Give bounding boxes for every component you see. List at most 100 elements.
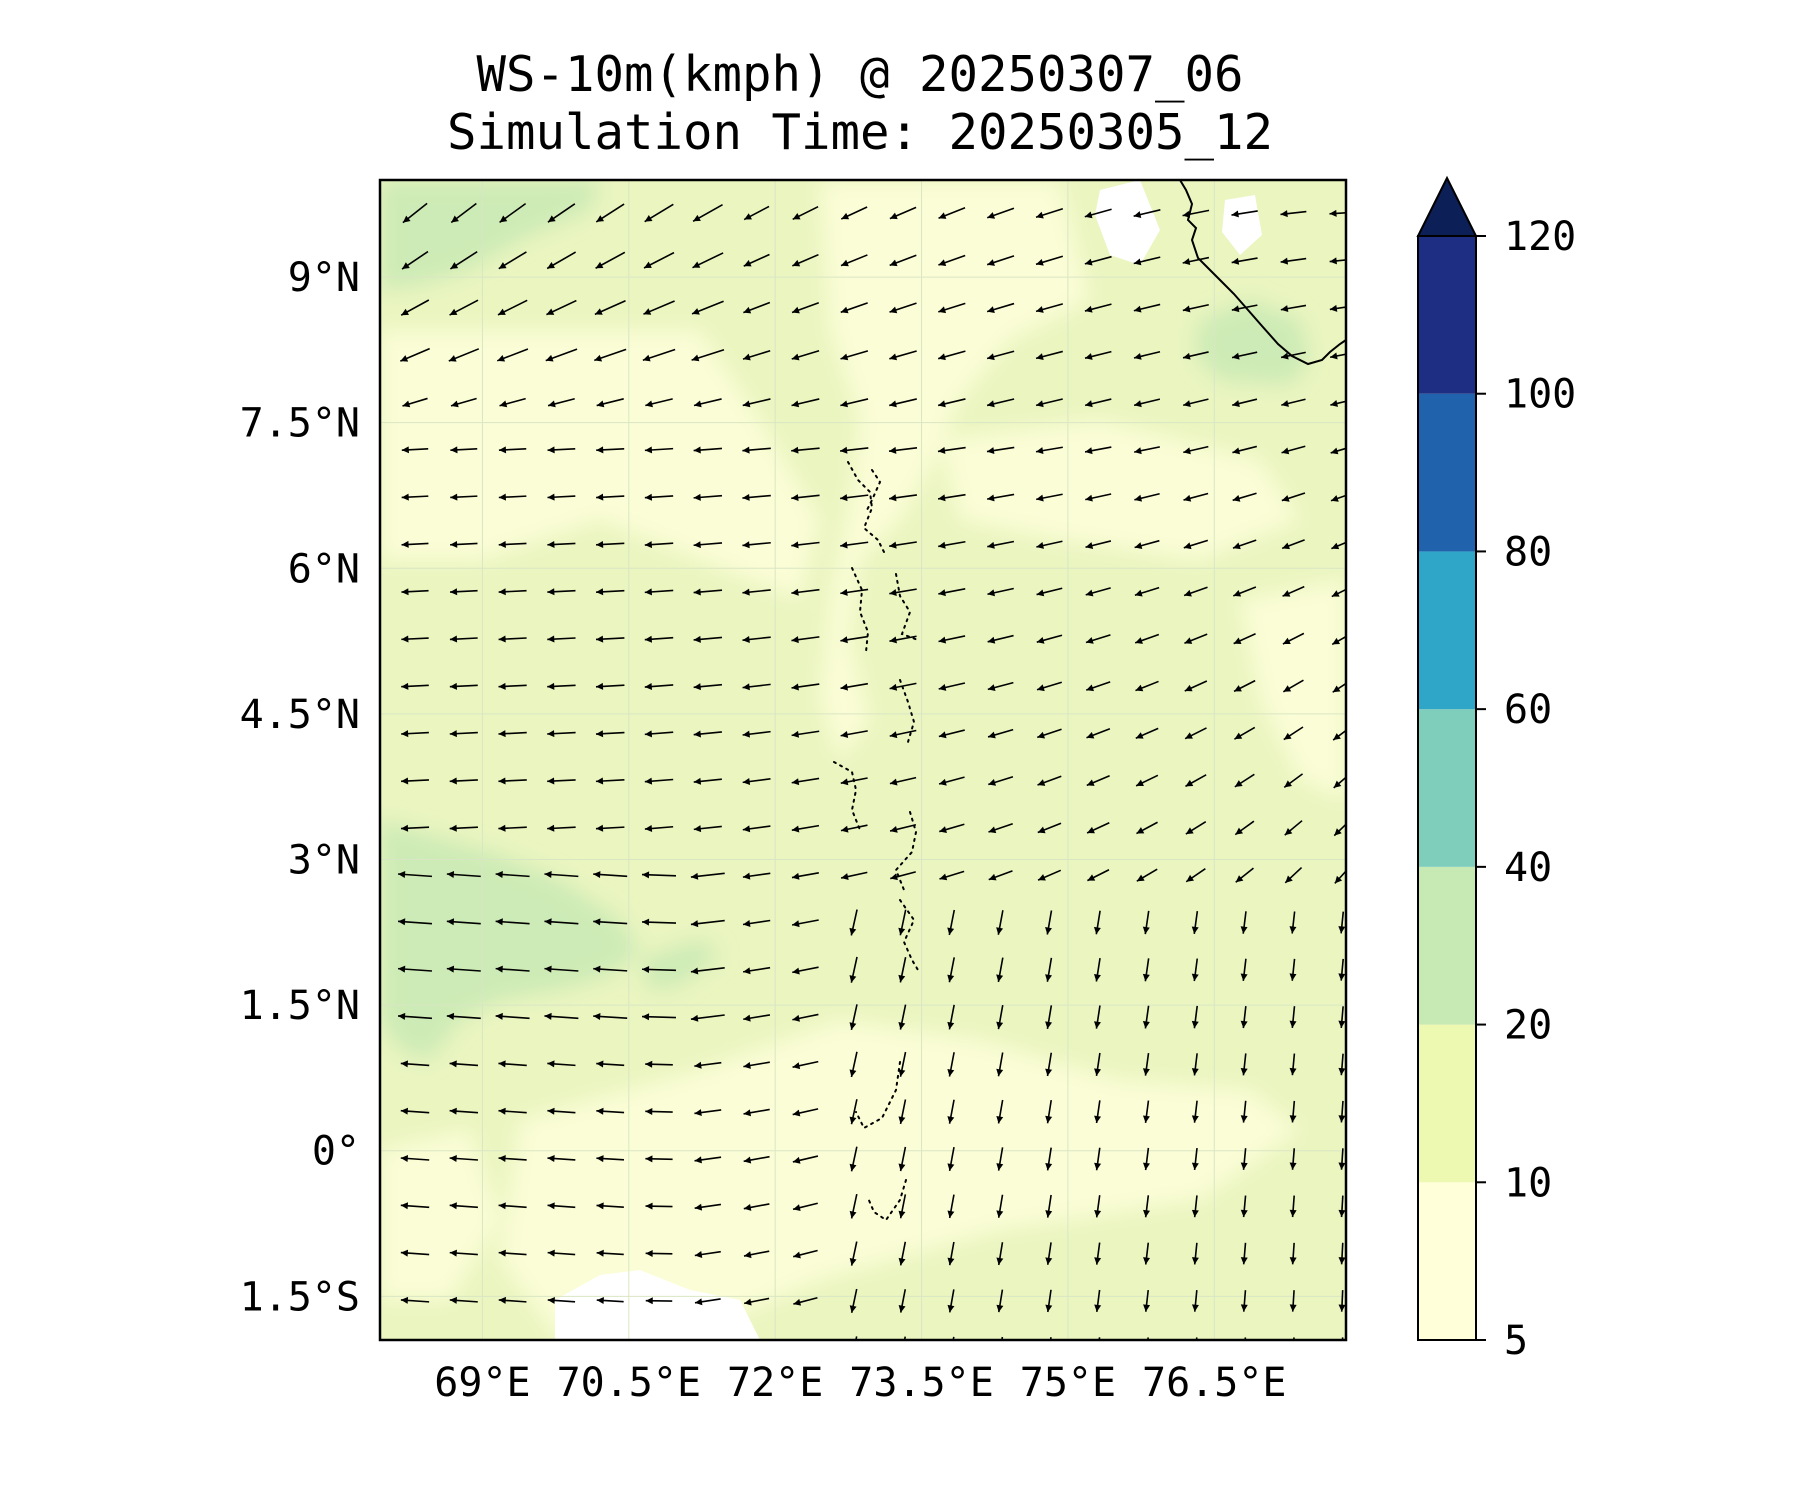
wind-arrow bbox=[1240, 1195, 1248, 1218]
wind-arrow bbox=[1035, 398, 1063, 408]
breezy-region-south-west-2 bbox=[640, 940, 720, 990]
wind-arrow bbox=[401, 1344, 429, 1351]
wind-arrow bbox=[449, 1296, 478, 1304]
wind-arrow bbox=[450, 493, 478, 501]
wind-arrow bbox=[400, 1202, 430, 1210]
wind-arrow bbox=[1142, 1053, 1150, 1076]
wind-arrow bbox=[889, 588, 917, 596]
colorbar-segment bbox=[1418, 236, 1476, 394]
wind-arrow bbox=[1182, 209, 1210, 218]
wind-arrow bbox=[693, 398, 722, 408]
wind-arrow bbox=[1330, 447, 1346, 455]
wind-arrow bbox=[889, 635, 917, 644]
wind-vector-field bbox=[397, 202, 1346, 1353]
wind-arrow bbox=[1234, 820, 1255, 836]
wind-arrow bbox=[644, 541, 674, 549]
wind-arrow bbox=[596, 1249, 624, 1257]
wind-arrow bbox=[1086, 775, 1110, 787]
wind-arrow bbox=[645, 1155, 673, 1163]
wind-arrow bbox=[1045, 1242, 1053, 1265]
wind-arrow bbox=[1084, 255, 1112, 266]
colorbar-tick-label: 120 bbox=[1504, 214, 1576, 260]
wind-arrow bbox=[1184, 727, 1207, 740]
wind-arrow bbox=[1338, 1195, 1346, 1218]
wind-arrow bbox=[693, 493, 723, 501]
wind-arrow bbox=[938, 588, 966, 597]
wind-arrow bbox=[1191, 1242, 1199, 1265]
wind-arrow bbox=[1045, 1052, 1053, 1077]
wind-arrow bbox=[996, 1147, 1004, 1171]
wind-arrow bbox=[645, 398, 673, 408]
wind-arrow bbox=[1134, 492, 1160, 502]
wind-arrow bbox=[898, 1241, 907, 1266]
wind-arrow bbox=[694, 1203, 722, 1211]
wind-arrow bbox=[938, 729, 965, 739]
wind-arrow bbox=[1094, 1052, 1101, 1076]
wind-arrow bbox=[641, 1013, 677, 1021]
wind-arrow bbox=[446, 871, 481, 878]
wind-arrow bbox=[1135, 680, 1159, 692]
wind-arrow bbox=[1233, 633, 1256, 645]
wind-arrow bbox=[1045, 910, 1053, 935]
wind-arrow bbox=[1136, 821, 1158, 835]
wind-arrow bbox=[743, 1297, 770, 1306]
wind-arrow bbox=[898, 1051, 907, 1077]
wind-arrow bbox=[401, 730, 429, 738]
wind-arrow bbox=[695, 1346, 720, 1353]
wind-arrow bbox=[791, 350, 820, 361]
wind-arrow bbox=[1338, 958, 1346, 981]
colorbar-segment bbox=[1418, 551, 1476, 710]
wind-arrow bbox=[595, 730, 625, 738]
wind-arrow bbox=[596, 540, 625, 548]
wind-arrow bbox=[793, 1249, 818, 1259]
wind-arrow bbox=[898, 909, 907, 936]
wind-arrow bbox=[947, 1194, 955, 1219]
wind-arrow bbox=[449, 1249, 478, 1257]
wind-arrow bbox=[547, 446, 576, 454]
wind-arrow bbox=[938, 254, 966, 267]
wind-arrow bbox=[1087, 869, 1110, 882]
wind-arrow bbox=[1231, 351, 1258, 360]
wind-arrow bbox=[596, 1202, 624, 1210]
wind-arrow bbox=[1094, 1195, 1102, 1218]
title-line-2: Simulation Time: 20250305_12 bbox=[446, 104, 1273, 161]
wind-arrow bbox=[1330, 494, 1346, 502]
wind-arrow bbox=[692, 252, 724, 269]
wind-arrow bbox=[938, 540, 966, 549]
wind-arrow bbox=[1191, 1290, 1199, 1312]
wind-arrow bbox=[1191, 1147, 1199, 1171]
wind-arrow bbox=[849, 1288, 858, 1313]
wind-arrow bbox=[641, 871, 677, 879]
wind-arrow bbox=[450, 540, 478, 548]
wind-arrow bbox=[742, 683, 771, 691]
wind-arrow bbox=[792, 1155, 819, 1164]
wind-arrow bbox=[495, 965, 530, 973]
wind-arrow bbox=[1232, 398, 1258, 407]
wind-arrow bbox=[646, 1345, 672, 1352]
wind-arrow bbox=[1182, 351, 1209, 360]
wind-arrow bbox=[1191, 958, 1199, 982]
wind-arrow bbox=[499, 1344, 527, 1351]
wind-arrow bbox=[498, 1155, 527, 1162]
wind-arrow bbox=[1085, 587, 1111, 597]
wind-arrow bbox=[988, 823, 1013, 834]
wind-arrow bbox=[1182, 256, 1210, 266]
wind-arrow bbox=[1232, 539, 1257, 550]
atoll-addu-area bbox=[899, 899, 919, 971]
wind-arrow bbox=[547, 540, 576, 548]
calm-region-south bbox=[500, 1020, 1300, 1340]
wind-arrow bbox=[889, 398, 917, 408]
wind-arrow bbox=[840, 777, 868, 786]
wind-arrow bbox=[645, 1249, 673, 1257]
wind-arrow bbox=[793, 1296, 818, 1306]
wind-arrow bbox=[792, 1108, 819, 1117]
wind-arrow bbox=[595, 777, 625, 785]
wind-arrow bbox=[840, 588, 869, 596]
colorbar-segment bbox=[1418, 709, 1476, 867]
wind-arrow bbox=[840, 494, 869, 502]
wind-arrow bbox=[593, 1012, 628, 1020]
map-frame bbox=[378, 178, 1348, 1342]
wind-arrow bbox=[642, 348, 676, 362]
wind-arrow bbox=[693, 825, 722, 833]
wind-arrow bbox=[1085, 681, 1111, 692]
